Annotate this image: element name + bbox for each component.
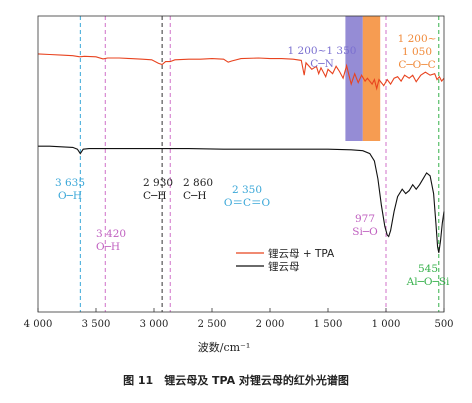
annotation-1: 3 420 O─H (96, 228, 126, 253)
x-axis-label: 波数/cm⁻¹ (198, 341, 251, 354)
x-tick-label: 4 000 (24, 319, 53, 330)
annotation-7: 977 Si─O (352, 213, 378, 238)
x-tick-label: 500 (434, 319, 453, 330)
absorption-bands (345, 16, 381, 141)
x-tick-label: 1 500 (314, 319, 343, 330)
x-tick-label: 1 000 (372, 319, 401, 330)
annotation-2: 2 930 C─H (143, 177, 173, 202)
band-0 (345, 16, 363, 141)
annotation-3: 2 860 C─H (183, 177, 213, 202)
x-tick-label: 3 500 (82, 319, 111, 330)
series-line-1 (38, 145, 445, 253)
legend-label-1: 锂云母 (268, 260, 300, 273)
annotations: 3 635 O─H 3 420 O─H 2 930 C─H 2 860 C─H 2 350 O＝C… (55, 33, 450, 288)
x-axis-ticks: 4 000 3 500 3 000 2 500 2 000 1 500 1 000 500 (24, 308, 454, 330)
reference-lines (79, 16, 440, 312)
annotation-0: 3 635 O─H (55, 177, 85, 202)
x-tick-label: 3 000 (140, 319, 169, 330)
annotation-6: 1 200~ 1 050 C─O─C (398, 33, 437, 71)
legend-label-0: 锂云母 + TPA (268, 247, 335, 260)
annotation-4: 2 350 O＝C＝O (224, 184, 271, 209)
spectrum-series (37, 53, 445, 253)
band-1 (362, 16, 381, 141)
annotation-5: 1 200~1 350 C─N (288, 45, 357, 70)
x-tick-label: 2 000 (256, 319, 285, 330)
plot-frame (37, 15, 445, 313)
annotation-8: 545 Al─O─Si (406, 263, 450, 288)
figure-caption: 图 11 锂云母及 TPA 对锂云母的红外光谱图 (123, 374, 349, 387)
series-line-0 (37, 53, 445, 91)
x-tick-label: 2 500 (198, 319, 227, 330)
